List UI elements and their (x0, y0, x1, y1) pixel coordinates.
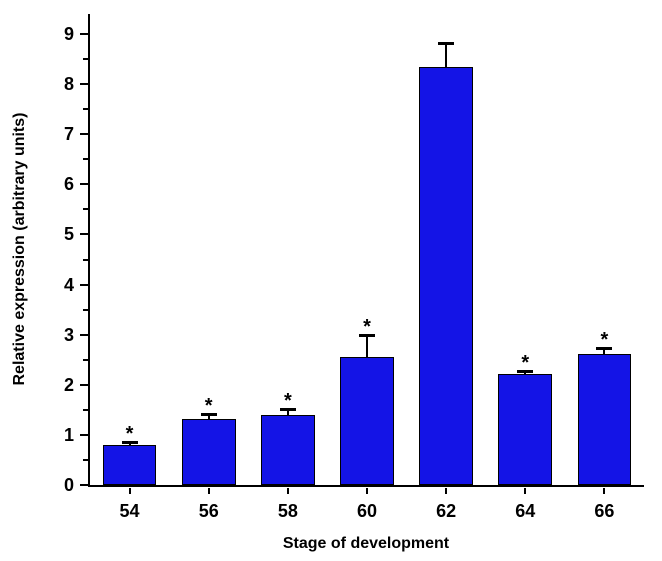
y-minor-tick-mark (82, 408, 88, 411)
y-tick-mark (79, 283, 88, 286)
x-tick-mark (286, 487, 289, 494)
y-tick-mark (79, 183, 88, 186)
y-tick-mark (79, 433, 88, 436)
error-bar-cap (359, 334, 375, 337)
y-tick-label: 3 (63, 324, 74, 345)
significance-marker: * (600, 328, 609, 351)
error-bar-cap (438, 42, 455, 45)
error-bar-cap (121, 441, 138, 444)
significance-marker: * (283, 389, 292, 412)
y-minor-tick-mark (82, 258, 88, 261)
y-tick-mark (79, 133, 88, 136)
y-tick-mark (79, 333, 88, 336)
y-axis-title: Relative expression (arbitrary units) (11, 112, 28, 386)
y-tick-label: 0 (63, 475, 74, 495)
plot-area: 0 1 2 3 4 5 6 7 8 9 54 * 56 * 58 * 60 * 62 64 * 66 * (64, 14, 644, 521)
bar (181, 418, 236, 485)
x-tick-mark (603, 487, 606, 494)
error-bar-cap (279, 408, 296, 411)
significance-marker: * (204, 394, 213, 417)
y-tick-mark (79, 83, 88, 86)
error-bar-line (207, 413, 210, 419)
bar (260, 414, 315, 485)
bar (419, 66, 474, 485)
x-tick-mark (445, 487, 448, 494)
x-tick-label: 60 (356, 501, 377, 521)
significance-marker: * (363, 315, 371, 338)
error-bar-line (603, 347, 606, 354)
x-axis-title: Stage of development (282, 535, 450, 552)
y-minor-tick-mark (82, 458, 88, 461)
significance-marker: * (521, 351, 530, 374)
y-tick-label: 1 (63, 424, 74, 445)
bar (102, 444, 157, 485)
x-tick-label: 64 (515, 501, 536, 521)
error-bar-cap (596, 347, 613, 350)
x-tick-label: 56 (198, 501, 219, 521)
y-minor-tick-mark (82, 158, 88, 161)
y-tick-label: 5 (63, 224, 74, 245)
y-tick-label: 2 (63, 374, 74, 395)
y-tick-mark (79, 233, 88, 236)
y-tick-label: 4 (63, 274, 74, 295)
x-tick-label: 54 (119, 501, 140, 521)
x-tick-label: 58 (277, 501, 298, 521)
x-tick-mark (207, 487, 210, 494)
y-minor-tick-mark (82, 208, 88, 211)
x-tick-mark (128, 487, 131, 494)
y-minor-tick-mark (82, 58, 88, 61)
error-bar-cap (200, 413, 217, 416)
significance-marker: * (125, 422, 134, 445)
y-tick-mark (79, 484, 88, 486)
error-bar-line (286, 408, 289, 415)
error-bar-line (366, 334, 368, 358)
y-tick-label: 7 (63, 124, 74, 145)
y-tick-mark (79, 33, 88, 36)
y-tick-label: 6 (63, 174, 74, 195)
bar (498, 373, 553, 485)
x-tick-mark (366, 487, 368, 494)
x-tick-mark (524, 487, 527, 494)
y-tick-label: 9 (63, 24, 74, 45)
y-minor-tick-mark (82, 308, 88, 311)
y-tick-label: 8 (63, 74, 74, 95)
error-bar-cap (517, 370, 534, 373)
x-tick-label: 62 (436, 501, 457, 521)
y-minor-tick-mark (82, 358, 88, 361)
bar (577, 353, 632, 485)
y-minor-tick-mark (82, 108, 88, 111)
error-bar-line (445, 42, 448, 67)
bar (340, 357, 394, 485)
x-tick-label: 66 (594, 501, 615, 521)
y-tick-mark (79, 383, 88, 386)
